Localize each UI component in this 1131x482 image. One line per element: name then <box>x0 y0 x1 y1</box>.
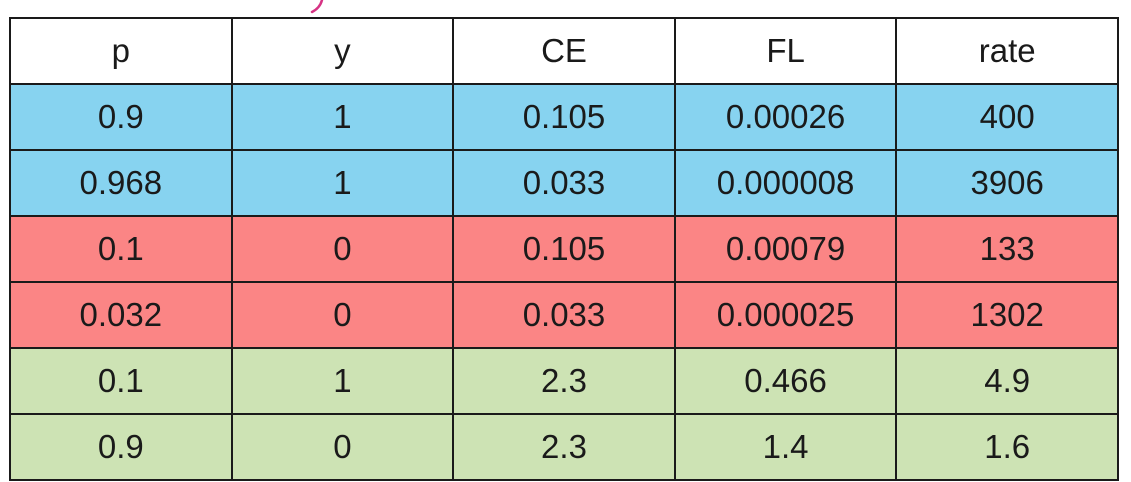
header-cell-rate: rate <box>895 17 1119 85</box>
cell-ce: 0.033 <box>452 149 676 217</box>
cell-y: 0 <box>230 215 455 283</box>
cell-ce: 2.3 <box>452 413 676 481</box>
cell-p: 0.9 <box>9 413 233 481</box>
cell-y: 1 <box>230 149 455 217</box>
table-row: 0.032 0 0.033 0.000025 1302 <box>9 281 1119 349</box>
cell-p: 0.1 <box>9 215 233 283</box>
cell-rate: 1302 <box>895 281 1119 349</box>
cell-p: 0.032 <box>9 281 233 349</box>
cell-p: 0.9 <box>9 83 233 151</box>
partial-ink-stroke <box>310 0 324 14</box>
cell-y: 1 <box>230 347 455 415</box>
cell-rate: 4.9 <box>895 347 1119 415</box>
cell-p: 0.1 <box>9 347 233 415</box>
cell-fl: 0.000008 <box>673 149 898 217</box>
cell-rate: 133 <box>895 215 1119 283</box>
loss-comparison-table: p y CE FL rate 0.9 1 0.105 0.00026 400 0.968 1… <box>9 17 1119 481</box>
table-row: 0.1 1 2.3 0.466 4.9 <box>9 347 1119 415</box>
cell-rate: 3906 <box>895 149 1119 217</box>
cell-fl: 0.466 <box>673 347 898 415</box>
cell-ce: 0.105 <box>452 83 676 151</box>
table-row: 0.9 1 0.105 0.00026 400 <box>9 83 1119 151</box>
table-row: 0.1 0 0.105 0.00079 133 <box>9 215 1119 283</box>
table-body: 0.9 1 0.105 0.00026 400 0.968 1 0.033 0.000008 39… <box>9 83 1119 481</box>
cell-y: 0 <box>230 413 455 481</box>
cell-rate: 1.6 <box>895 413 1119 481</box>
cell-fl: 0.000025 <box>673 281 898 349</box>
table-row: 0.9 0 2.3 1.4 1.6 <box>9 413 1119 481</box>
cell-ce: 2.3 <box>452 347 676 415</box>
header-cell-ce: CE <box>452 17 676 85</box>
cell-fl: 0.00026 <box>673 83 898 151</box>
cell-fl: 1.4 <box>673 413 898 481</box>
header-row: p y CE FL rate <box>9 17 1119 85</box>
header-cell-y: y <box>230 17 455 85</box>
header-cell-fl: FL <box>673 17 898 85</box>
cell-ce: 0.105 <box>452 215 676 283</box>
cell-y: 1 <box>230 83 455 151</box>
cell-fl: 0.00079 <box>673 215 898 283</box>
cell-p: 0.968 <box>9 149 233 217</box>
table-row: 0.968 1 0.033 0.000008 3906 <box>9 149 1119 217</box>
header-cell-p: p <box>9 17 233 85</box>
cell-ce: 0.033 <box>452 281 676 349</box>
cell-y: 0 <box>230 281 455 349</box>
cell-rate: 400 <box>895 83 1119 151</box>
